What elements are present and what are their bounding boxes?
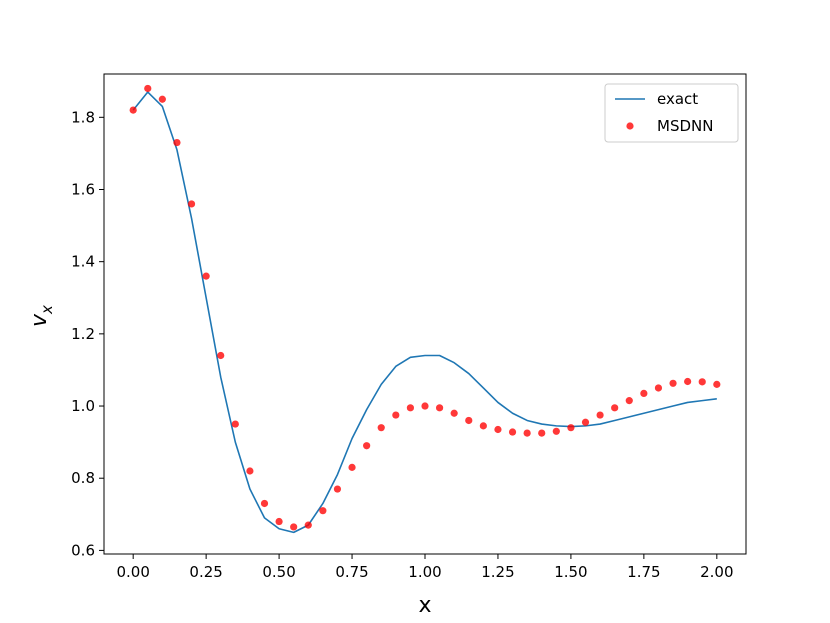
data-point (406, 404, 415, 412)
x-tick-label: 2.00 (700, 563, 733, 581)
data-point (596, 411, 604, 419)
data-point (290, 523, 298, 531)
data-point (377, 424, 385, 432)
data-point (435, 404, 444, 412)
x-tick-label: 0.25 (189, 563, 222, 581)
series-line-exact (132, 91, 717, 534)
data-point (713, 380, 721, 388)
data-point (187, 200, 196, 208)
data-point (669, 379, 677, 387)
legend-label: MSDNN (657, 117, 713, 135)
data-point (319, 507, 327, 515)
data-point (611, 404, 619, 412)
x-tick-label: 0.50 (262, 563, 295, 581)
y-tick-label: 1.2 (71, 325, 95, 343)
data-point (173, 138, 181, 147)
data-point (684, 377, 692, 386)
data-point (698, 378, 706, 386)
x-axis-label: x (418, 593, 431, 618)
data-point (363, 442, 371, 450)
x-tick-label: 1.25 (481, 563, 514, 581)
y-tick-label: 1.0 (71, 397, 95, 415)
data-point (260, 499, 269, 508)
data-point (275, 517, 283, 526)
data-point (523, 429, 531, 437)
data-point (202, 272, 210, 280)
x-tick-label: 1.50 (554, 563, 587, 581)
x-tick-label: 0.75 (335, 563, 368, 581)
data-point (246, 467, 254, 475)
series-points-MSDNN (129, 84, 721, 531)
data-point (508, 428, 517, 436)
data-point (129, 106, 137, 114)
data-point (465, 416, 473, 425)
data-point (348, 463, 356, 471)
data-point (654, 384, 663, 392)
data-point (421, 402, 429, 410)
legend: exact MSDNN (604, 83, 739, 143)
x-tick-label: 1.75 (627, 563, 660, 581)
legend-label: exact (657, 90, 698, 108)
data-point (640, 389, 648, 397)
data-point (158, 95, 166, 103)
y-tick-label: 0.6 (71, 541, 95, 559)
axes-frame (103, 73, 747, 555)
data-point (581, 418, 590, 426)
data-point (450, 409, 458, 417)
data-point (304, 521, 312, 529)
x-tick-label: 1.00 (408, 563, 441, 581)
data-point (494, 425, 502, 434)
x-axis-ticks: 0.00 0.25 0.50 0.75 1.00 1.25 1.50 1.75 2.00 (116, 554, 734, 581)
data-point (392, 411, 400, 419)
data-point (231, 420, 239, 428)
y-axis-label-subscript: x (38, 305, 56, 315)
y-tick-label: 1.8 (71, 108, 95, 126)
data-point (625, 397, 633, 405)
data-point (567, 424, 575, 432)
data-point (479, 422, 487, 430)
data-point (333, 485, 342, 493)
data-point (538, 429, 546, 437)
data-point (217, 351, 225, 360)
y-tick-label: 1.6 (71, 180, 95, 198)
data-point (552, 427, 560, 435)
y-tick-label: 1.4 (71, 253, 95, 271)
y-axis-label-main: v (27, 313, 52, 327)
y-axis-label: vx (27, 305, 56, 327)
legend-point-swatch (626, 122, 634, 130)
y-axis-ticks: 0.6 0.8 1.0 1.2 1.4 1.6 1.8 (71, 108, 104, 559)
plot-area (103, 73, 747, 555)
data-point (144, 84, 152, 93)
x-tick-label: 0.00 (116, 563, 149, 581)
y-tick-label: 0.8 (71, 469, 95, 487)
